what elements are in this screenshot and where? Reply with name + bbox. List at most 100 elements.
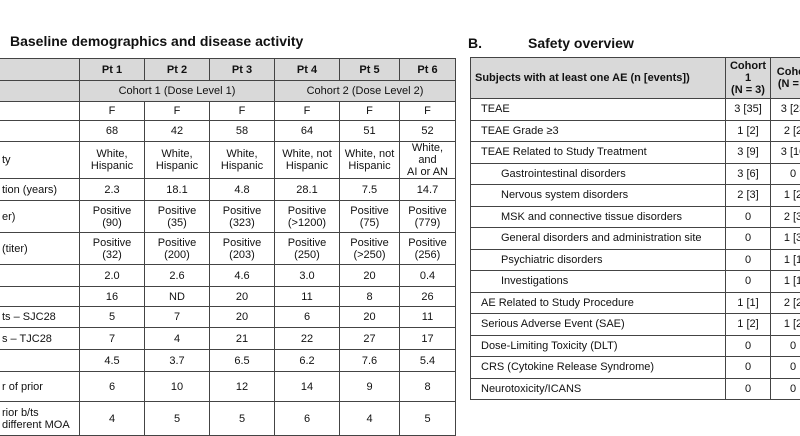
- cell: 20: [340, 265, 400, 287]
- cell: 1 [2]: [726, 314, 771, 336]
- cell: Positive (>1200): [275, 201, 340, 233]
- cell: 4.6: [210, 265, 275, 287]
- cell: 3 [6]: [726, 163, 771, 185]
- row-label: Nervous system disorders: [471, 185, 726, 207]
- header-cell: Pt 6: [400, 59, 456, 81]
- cell: 5.4: [400, 350, 456, 372]
- row-label: TEAE: [471, 99, 726, 121]
- safety-table: Subjects with at least one AE (n [events…: [470, 57, 800, 400]
- cell: 28.1: [275, 179, 340, 201]
- cell: 12: [210, 372, 275, 402]
- header-cell: Pt 2: [145, 59, 210, 81]
- cell: 6: [275, 307, 340, 328]
- cell: 2 [2: [771, 120, 800, 142]
- cell: 14.7: [400, 179, 456, 201]
- cell: 3 [10: [771, 142, 800, 164]
- row-label: ty: [0, 142, 80, 179]
- cell: 1 [1: [771, 249, 800, 271]
- cell: 2 [2: [771, 292, 800, 314]
- cell: F: [340, 102, 400, 121]
- cell: 4.5: [80, 350, 145, 372]
- header-cell: Cohor (N = 3: [771, 58, 800, 99]
- row-label: [0, 350, 80, 372]
- cell: 0: [726, 271, 771, 293]
- cell: 0: [771, 357, 800, 379]
- cell: White, not Hispanic: [275, 142, 340, 179]
- cell: 11: [400, 307, 456, 328]
- right-title: Safety overview: [528, 35, 634, 51]
- cell: ND: [145, 287, 210, 307]
- cell: 0: [726, 228, 771, 250]
- cell: White, not Hispanic: [340, 142, 400, 179]
- cell: 0.4: [400, 265, 456, 287]
- cell: 26: [400, 287, 456, 307]
- cell: 0: [726, 206, 771, 228]
- cell: 9: [340, 372, 400, 402]
- cell: 6.5: [210, 350, 275, 372]
- row-label: CRS (Cytokine Release Syndrome): [471, 357, 726, 379]
- cell: Positive (35): [145, 201, 210, 233]
- cell: Positive (203): [210, 233, 275, 265]
- cell: White, Hispanic: [80, 142, 145, 179]
- header-cell: Cohort 1 (N = 3): [726, 58, 771, 99]
- cohort-cell: Cohort 1 (Dose Level 1): [80, 81, 275, 102]
- cell: 14: [275, 372, 340, 402]
- cell: F: [80, 102, 145, 121]
- cell: Positive (779): [400, 201, 456, 233]
- cell: 4.8: [210, 179, 275, 201]
- cell: 51: [340, 121, 400, 142]
- cell: White, and AI or AN: [400, 142, 456, 179]
- row-label: ts – SJC28: [0, 307, 80, 328]
- row-label: [0, 102, 80, 121]
- cell: 0: [726, 378, 771, 400]
- cell: 6.2: [275, 350, 340, 372]
- row-label: General disorders and administration sit…: [471, 228, 726, 250]
- cell: 7.6: [340, 350, 400, 372]
- cell: 22: [275, 328, 340, 350]
- row: TEAE Grade ≥31 [2]2 [2: [471, 120, 800, 142]
- row-label: TEAE Grade ≥3: [471, 120, 726, 142]
- row-label: tion (years): [0, 179, 80, 201]
- cell: 18.1: [145, 179, 210, 201]
- cell: White, Hispanic: [145, 142, 210, 179]
- cell: Positive (323): [210, 201, 275, 233]
- row-label: TEAE Related to Study Treatment: [471, 142, 726, 164]
- cell: 68: [80, 121, 145, 142]
- cell: Positive (250): [275, 233, 340, 265]
- row-label: Serious Adverse Event (SAE): [471, 314, 726, 336]
- cell: 2.3: [80, 179, 145, 201]
- header-cell: Pt 5: [340, 59, 400, 81]
- cell: 52: [400, 121, 456, 142]
- cell: 2.6: [145, 265, 210, 287]
- cell: 3.0: [275, 265, 340, 287]
- cell: 3 [23: [771, 99, 800, 121]
- cell: 20: [340, 307, 400, 328]
- cell: 17: [400, 328, 456, 350]
- header-cell: Pt 4: [275, 59, 340, 81]
- cell: F: [275, 102, 340, 121]
- row-label: AE Related to Study Procedure: [471, 292, 726, 314]
- cell: 1 [1]: [726, 292, 771, 314]
- cell: 8: [400, 372, 456, 402]
- cell: 1 [1: [771, 271, 800, 293]
- row-label: [0, 287, 80, 307]
- cell: 1 [2]: [726, 120, 771, 142]
- cell: 0: [771, 335, 800, 357]
- cell: 3 [35]: [726, 99, 771, 121]
- cell: 1 [3: [771, 228, 800, 250]
- cell: 0: [771, 378, 800, 400]
- cell: [0, 59, 80, 81]
- cohort-cell: Cohort 2 (Dose Level 2): [275, 81, 456, 102]
- header-row: Subjects with at least one AE (n [events…: [471, 58, 800, 99]
